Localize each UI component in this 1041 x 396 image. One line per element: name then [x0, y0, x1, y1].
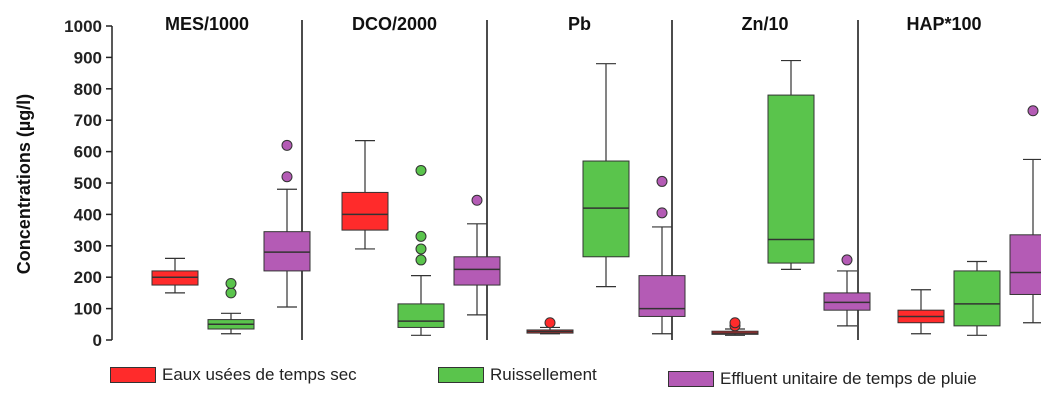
box-3: [638, 175, 686, 335]
y-tick-label: 200: [74, 268, 102, 287]
panel-title: HAP*100: [906, 14, 981, 34]
panel-title: Zn/10: [741, 14, 788, 34]
box-3: [823, 254, 871, 327]
outlier-point: [656, 207, 668, 219]
box-2: [767, 59, 815, 270]
outlier-point: [225, 287, 237, 299]
outlier-point: [281, 139, 293, 151]
y-tick-label: 1000: [64, 17, 102, 36]
box-1: [711, 317, 759, 336]
box-2: [953, 260, 1001, 336]
y-tick-label: 700: [74, 111, 102, 130]
outlier-point: [471, 194, 483, 206]
outlier-point: [225, 277, 237, 289]
outlier-point: [415, 254, 427, 266]
y-tick-label: 900: [74, 48, 102, 67]
y-tick-label: 100: [74, 300, 102, 319]
outlier-point: [415, 243, 427, 255]
outlier-point: [841, 254, 853, 266]
panel-5: HAP*100: [897, 14, 1041, 336]
y-tick-label: 0: [93, 331, 102, 350]
outlier-point: [415, 164, 427, 176]
box-iqr: [397, 303, 445, 328]
box-3: [263, 139, 311, 308]
panel-3: Pb: [526, 14, 686, 335]
outlier-point: [415, 230, 427, 242]
box-iqr: [263, 231, 311, 272]
box-iqr: [453, 256, 501, 286]
box-iqr: [767, 94, 815, 264]
legend-swatch-dry-weather: [110, 367, 156, 383]
legend-item-dry-weather: Eaux usées de temps sec: [110, 365, 357, 385]
box-iqr: [823, 292, 871, 311]
box-2: [582, 63, 630, 288]
legend-label-dry-weather: Eaux usées de temps sec: [162, 365, 357, 384]
outlier-point: [1027, 105, 1039, 117]
panel-1: MES/1000: [151, 14, 311, 335]
panel-2: DCO/2000: [341, 14, 501, 336]
box-iqr: [1009, 234, 1041, 295]
legend: Eaux usées de temps sec Ruissellement Ef…: [0, 365, 1041, 395]
legend-swatch-combined-effluent: [668, 371, 714, 387]
box-1: [341, 140, 389, 250]
legend-item-runoff: Ruissellement: [438, 365, 597, 385]
panel-title: Pb: [568, 14, 591, 34]
panel-title: MES/1000: [165, 14, 249, 34]
box-2: [207, 277, 255, 335]
outlier-point: [729, 317, 741, 329]
box-3: [453, 194, 501, 316]
y-axis-label: Concentrations (µg/l): [14, 94, 34, 274]
y-tick-label: 400: [74, 205, 102, 224]
outlier-point: [544, 317, 556, 329]
y-tick-label: 300: [74, 237, 102, 256]
box-iqr: [341, 191, 389, 231]
outlier-point: [281, 171, 293, 183]
outlier-point: [656, 175, 668, 187]
legend-item-combined-effluent: Effluent unitaire de temps de pluie: [668, 369, 977, 389]
panels: MES/1000 DCO/2000 Pb Zn/10 HAP*100: [151, 14, 1041, 340]
legend-label-runoff: Ruissellement: [490, 365, 597, 384]
box-1: [526, 317, 574, 335]
panel-4: Zn/10: [711, 14, 871, 336]
legend-swatch-runoff: [438, 367, 484, 383]
y-tick-label: 800: [74, 80, 102, 99]
box-iqr: [638, 275, 686, 317]
y-tick-label: 500: [74, 174, 102, 193]
box-1: [151, 257, 199, 294]
box-2: [397, 164, 445, 336]
box-iqr: [582, 160, 630, 258]
y-tick-label: 600: [74, 143, 102, 162]
y-axis: 0 100 200 300 400 500 600 700 800 900 1000: [64, 17, 113, 350]
box-1: [897, 289, 945, 335]
panel-title: DCO/2000: [352, 14, 437, 34]
box-3: [1009, 105, 1041, 324]
box-iqr: [953, 270, 1001, 327]
box-iqr: [151, 270, 199, 286]
legend-label-combined-effluent: Effluent unitaire de temps de pluie: [720, 369, 977, 388]
